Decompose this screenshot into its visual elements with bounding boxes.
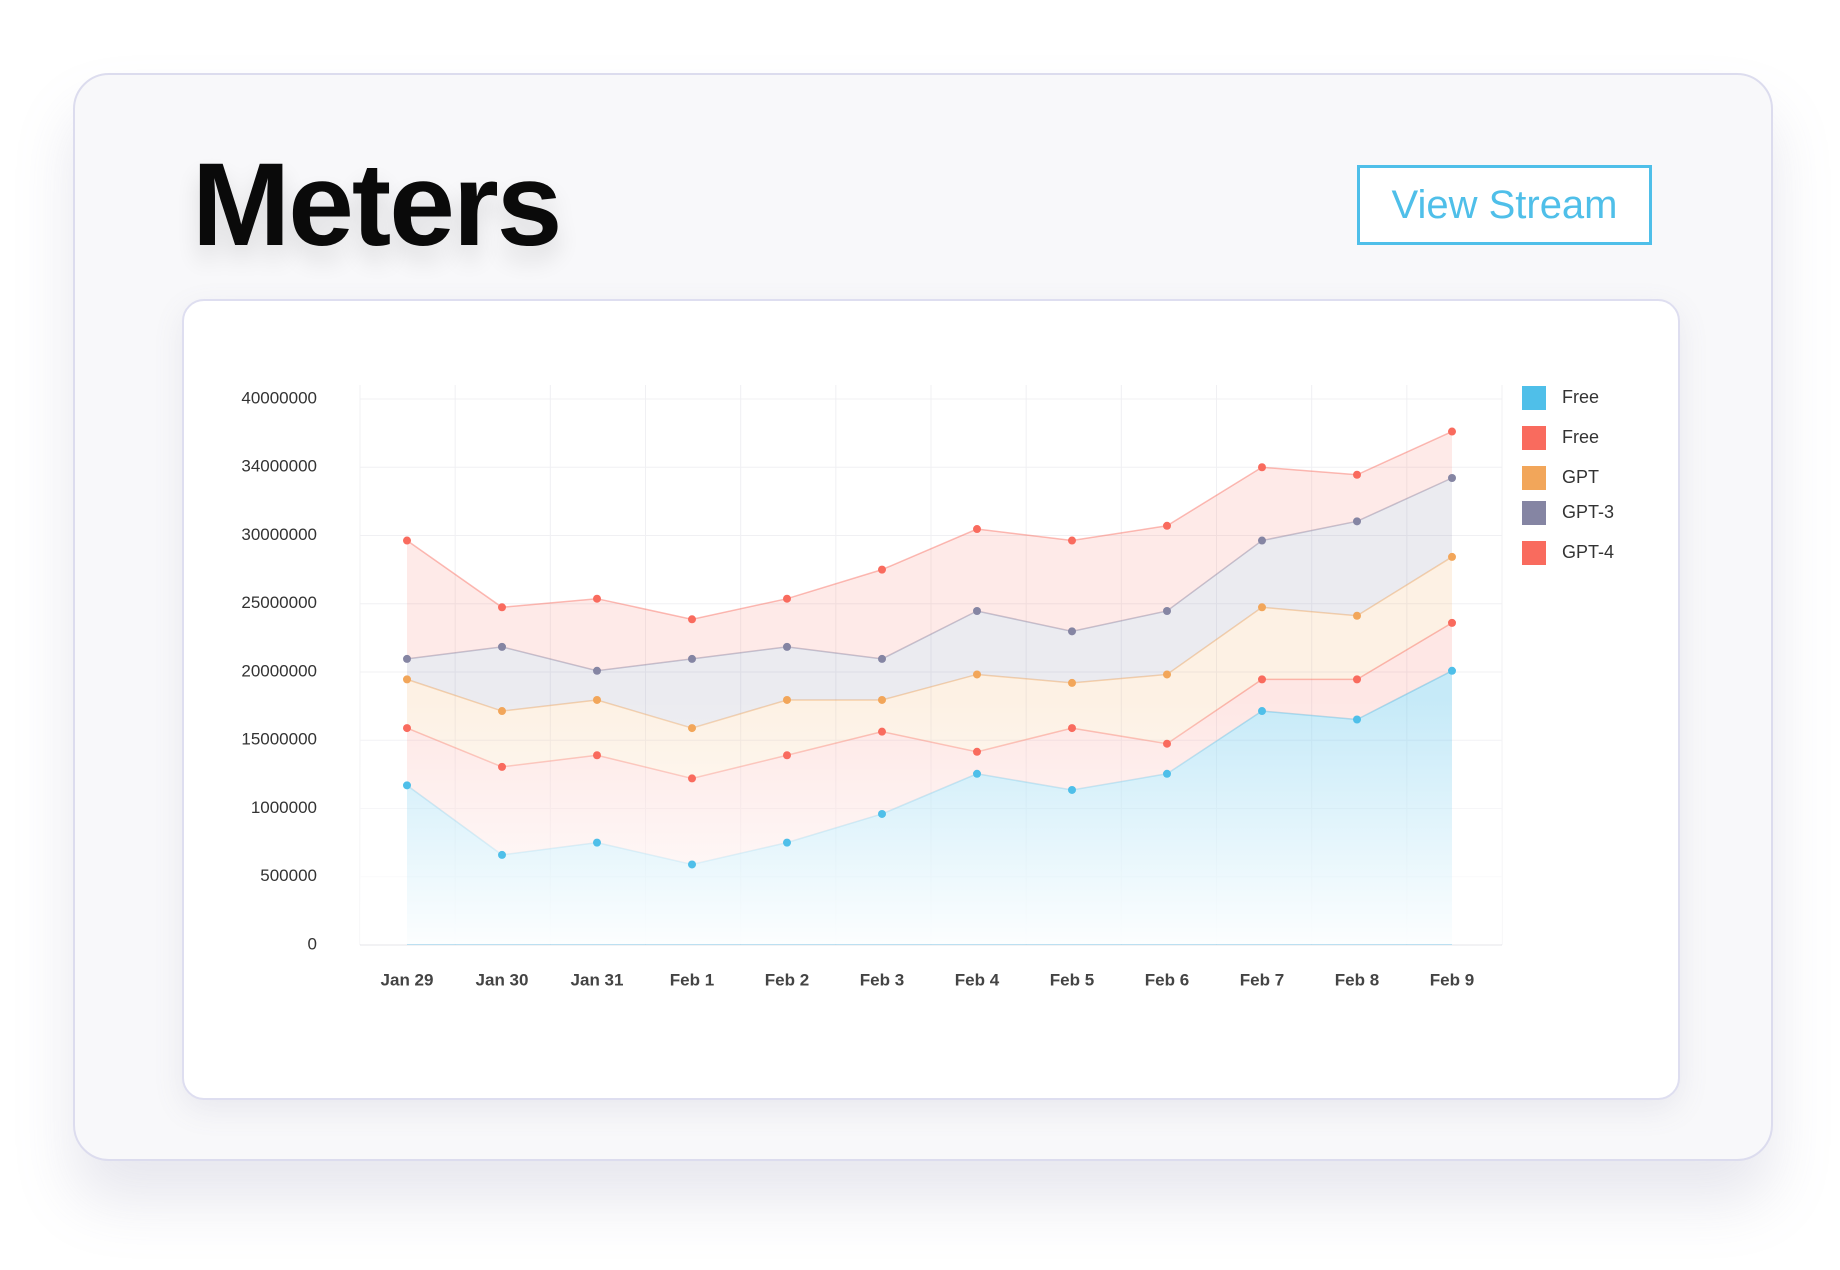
data-point xyxy=(1068,627,1076,636)
data-point xyxy=(1068,678,1076,687)
data-point xyxy=(403,654,411,663)
data-point xyxy=(1353,517,1361,526)
data-point xyxy=(878,695,886,704)
view-stream-button[interactable]: View Stream xyxy=(1357,165,1652,245)
data-point xyxy=(498,762,506,771)
data-point xyxy=(1163,521,1171,530)
x-tick-label: Jan 30 xyxy=(476,970,529,989)
legend-swatch xyxy=(1522,386,1546,410)
y-tick-label: 0 xyxy=(308,934,317,953)
data-point xyxy=(1448,666,1456,675)
y-tick-label: 500000 xyxy=(260,866,317,885)
data-point xyxy=(1448,473,1456,482)
data-point xyxy=(498,707,506,716)
y-tick-label: 40000000 xyxy=(241,388,317,407)
data-point xyxy=(1353,675,1361,684)
legend-swatch xyxy=(1522,426,1546,450)
data-point xyxy=(783,751,791,760)
fade-overlay xyxy=(360,399,1502,944)
data-point xyxy=(688,615,696,624)
legend-label: Free xyxy=(1562,427,1599,447)
x-tick-label: Jan 29 xyxy=(381,970,434,989)
data-point xyxy=(1258,603,1266,612)
legend-swatch xyxy=(1522,541,1546,565)
data-point xyxy=(878,654,886,663)
y-tick-label: 15000000 xyxy=(241,730,317,749)
data-point xyxy=(1068,785,1076,794)
y-tick-label: 1000000 xyxy=(251,798,317,817)
data-point xyxy=(973,747,981,756)
data-point xyxy=(688,654,696,663)
y-tick-label: 20000000 xyxy=(241,661,317,680)
data-point xyxy=(1448,618,1456,627)
data-point xyxy=(593,838,601,847)
data-point xyxy=(1163,606,1171,615)
data-point xyxy=(593,594,601,603)
legend-label: GPT-4 xyxy=(1562,542,1614,562)
data-point xyxy=(783,838,791,847)
legend-label: Free xyxy=(1562,387,1599,407)
legend-swatch xyxy=(1522,466,1546,490)
data-point xyxy=(1448,552,1456,561)
legend-label: GPT-3 xyxy=(1562,502,1614,522)
x-tick-label: Jan 31 xyxy=(571,970,624,989)
x-tick-label: Feb 3 xyxy=(860,970,904,989)
data-point xyxy=(403,536,411,545)
data-point xyxy=(1353,611,1361,620)
data-point xyxy=(783,695,791,704)
legend-label: GPT xyxy=(1562,467,1599,487)
data-point xyxy=(688,724,696,733)
data-point xyxy=(878,565,886,574)
data-point xyxy=(1163,670,1171,679)
data-point xyxy=(783,642,791,651)
x-tick-label: Feb 4 xyxy=(955,970,1000,989)
data-point xyxy=(1068,536,1076,545)
x-tick-label: Feb 9 xyxy=(1430,970,1474,989)
data-point xyxy=(783,594,791,603)
data-point xyxy=(878,809,886,818)
data-point xyxy=(403,781,411,790)
data-point xyxy=(1068,724,1076,733)
data-point xyxy=(498,642,506,651)
data-point xyxy=(1353,470,1361,479)
data-point xyxy=(878,727,886,736)
legend-swatch xyxy=(1522,501,1546,525)
data-point xyxy=(973,606,981,615)
x-tick-label: Feb 1 xyxy=(670,970,714,989)
page-title: Meters xyxy=(192,139,562,271)
data-point xyxy=(403,724,411,733)
data-point xyxy=(593,695,601,704)
data-point xyxy=(593,666,601,675)
y-tick-label: 34000000 xyxy=(241,457,317,476)
x-tick-label: Feb 6 xyxy=(1145,970,1189,989)
x-tick-label: Feb 7 xyxy=(1240,970,1284,989)
data-point xyxy=(498,603,506,612)
x-tick-label: Feb 8 xyxy=(1335,970,1379,989)
data-point xyxy=(973,525,981,534)
data-point xyxy=(1258,675,1266,684)
data-point xyxy=(1258,463,1266,472)
data-point xyxy=(403,675,411,684)
data-point xyxy=(688,774,696,783)
y-tick-label: 30000000 xyxy=(241,525,317,544)
data-point xyxy=(1258,536,1266,545)
data-point xyxy=(1163,769,1171,778)
y-tick-label: 25000000 xyxy=(241,593,317,612)
data-point xyxy=(1448,427,1456,436)
data-point xyxy=(688,860,696,869)
x-tick-label: Feb 2 xyxy=(765,970,809,989)
data-point xyxy=(593,751,601,760)
x-tick-label: Feb 5 xyxy=(1050,970,1094,989)
data-point xyxy=(1258,707,1266,716)
data-point xyxy=(1163,739,1171,748)
data-point xyxy=(973,769,981,778)
data-point xyxy=(1353,715,1361,724)
data-point xyxy=(973,670,981,679)
data-point xyxy=(498,850,506,859)
